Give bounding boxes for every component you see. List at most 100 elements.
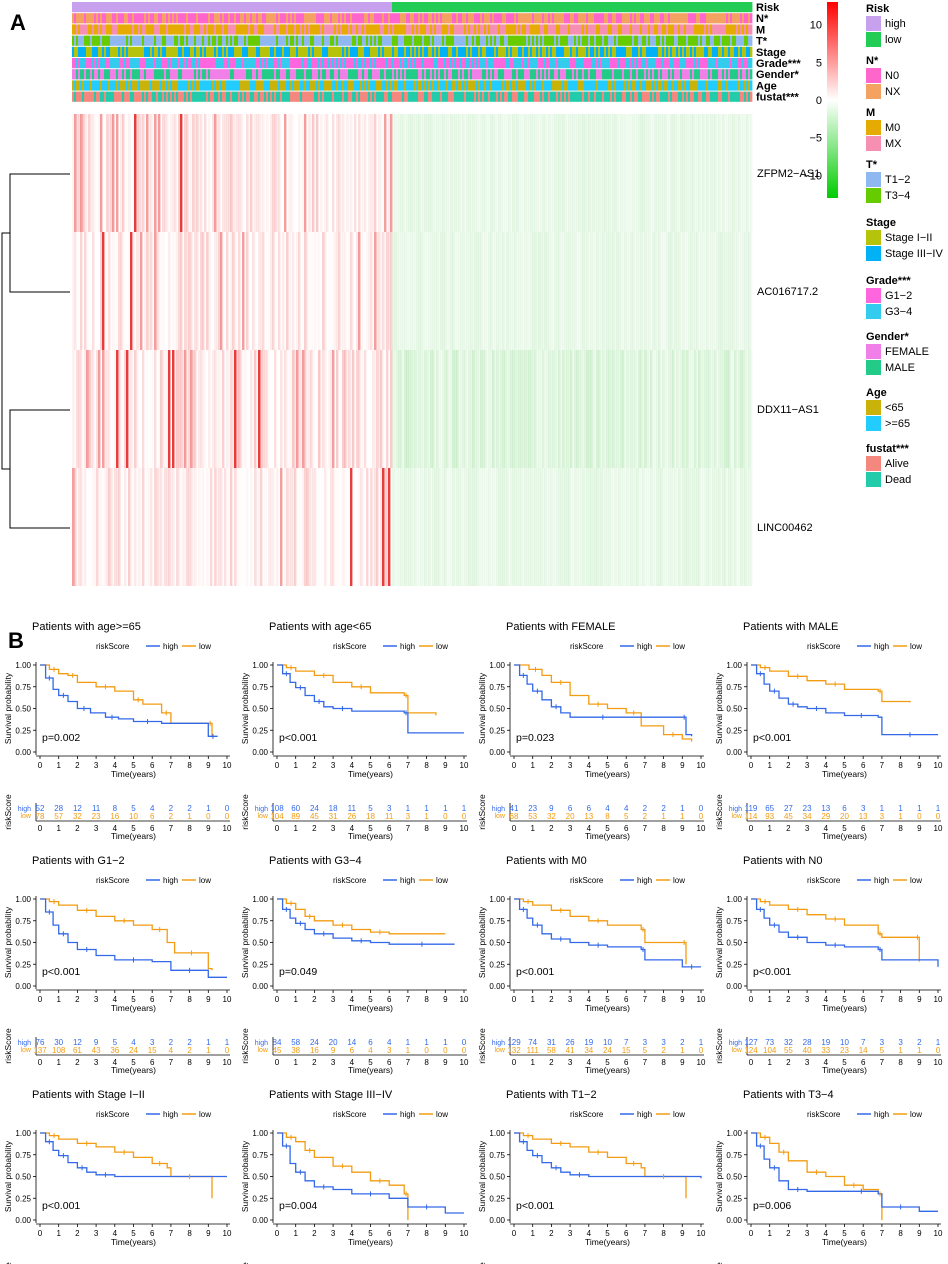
annotation-cell (652, 91, 655, 102)
heatmap-cell (124, 350, 127, 468)
y-tick-label: 0.75 (15, 917, 31, 926)
annotation-cell (386, 35, 389, 46)
heatmap-cell (594, 468, 597, 586)
annotation-cell (96, 46, 99, 57)
annotation-cell (604, 69, 607, 80)
annotation-cell (710, 35, 713, 46)
annotation-cell (630, 13, 633, 24)
annotation-cell (354, 69, 357, 80)
annotation-cell (170, 35, 173, 46)
annotation-cell (510, 58, 513, 69)
annotation-cell (406, 24, 409, 35)
heatmap-cell (644, 350, 647, 468)
curve-low (40, 664, 213, 738)
heatmap-cell (678, 232, 681, 350)
n-at-risk-low: 93 (765, 812, 774, 821)
heatmap-cell (652, 468, 655, 586)
heatmap-cell (562, 350, 565, 468)
heatmap-cell (724, 468, 727, 586)
annotation-cell (438, 91, 441, 102)
annotation-cell (136, 58, 139, 69)
heatmap-cell (170, 468, 173, 586)
annotation-cell (206, 2, 209, 13)
annotation-cell (678, 69, 681, 80)
table-row-label-high: high (492, 806, 505, 813)
annotation-cell (312, 80, 315, 91)
annotation-cell (236, 80, 239, 91)
annotation-cell (572, 58, 575, 69)
annotation-cell (484, 2, 487, 13)
annotation-cell (218, 58, 221, 69)
annotation-cell (368, 13, 371, 24)
annotation-cell (416, 58, 419, 69)
annotation-cell (586, 58, 589, 69)
heatmap-cell (528, 232, 531, 350)
annotation-cell (260, 24, 263, 35)
annotation-cell (102, 80, 105, 91)
annotation-cell (208, 80, 211, 91)
heatmap-cell (390, 114, 393, 232)
annotation-cell (688, 69, 691, 80)
annotation-cell (94, 46, 97, 57)
annotation-cell (82, 80, 85, 91)
n-at-risk-low: 1 (661, 812, 666, 821)
heatmap-cell (528, 114, 531, 232)
annotation-cell (442, 46, 445, 57)
heatmap-cell (624, 232, 627, 350)
n-at-risk-low: 114 (745, 812, 758, 821)
annotation-cell (368, 69, 371, 80)
annotation-cell (682, 13, 685, 24)
annotation-cell (584, 58, 587, 69)
heatmap-cell (628, 232, 631, 350)
x-tick-label: 4 (113, 995, 118, 1004)
annotation-cell (668, 2, 671, 13)
annotation-cell (414, 13, 417, 24)
annotation-cell (288, 69, 291, 80)
annotation-cell (474, 91, 477, 102)
annotation-cell (158, 2, 161, 13)
annotation-cell (302, 2, 305, 13)
annotation-cell (102, 58, 105, 69)
heatmap-cell (648, 350, 651, 468)
annotation-cell (214, 58, 217, 69)
annotation-cell (324, 13, 327, 24)
annotation-cell (598, 91, 601, 102)
heatmap-cell (742, 232, 745, 350)
annotation-cell (162, 35, 165, 46)
annotation-cell (450, 35, 453, 46)
annotation-cell (482, 46, 485, 57)
annotation-cell (336, 2, 339, 13)
heatmap-cell (454, 468, 457, 586)
heatmap-cell (346, 114, 349, 232)
annotation-cell (248, 13, 251, 24)
annotation-cell (354, 80, 357, 91)
annotation-cell (236, 46, 239, 57)
annotation-cell (172, 13, 175, 24)
annotation-cell (512, 91, 515, 102)
annotation-cell (430, 46, 433, 57)
annotation-cell (552, 46, 555, 57)
annotation-cell (330, 69, 333, 80)
table-x-tick-label: 1 (530, 824, 535, 833)
annotation-cell (672, 58, 675, 69)
annotation-cell (252, 80, 255, 91)
heatmap-cell (460, 468, 463, 586)
heatmap-cell (148, 232, 151, 350)
annotation-cell (344, 35, 347, 46)
annotation-cell (464, 58, 467, 69)
heatmap-cell (578, 232, 581, 350)
heatmap-cell (462, 468, 465, 586)
annotation-cell (740, 24, 743, 35)
annotation-cell (742, 46, 745, 57)
heatmap-cell (480, 114, 483, 232)
annotation-cell (700, 80, 703, 91)
heatmap-cell (608, 114, 611, 232)
heatmap-cell (596, 114, 599, 232)
annotation-cell (342, 80, 345, 91)
annotation-cell (706, 80, 709, 91)
heatmap-cell (342, 114, 345, 232)
annotation-cell (202, 35, 205, 46)
heatmap-cell (538, 114, 541, 232)
annotation-cell (580, 24, 583, 35)
n-at-risk-low: 18 (366, 812, 375, 821)
